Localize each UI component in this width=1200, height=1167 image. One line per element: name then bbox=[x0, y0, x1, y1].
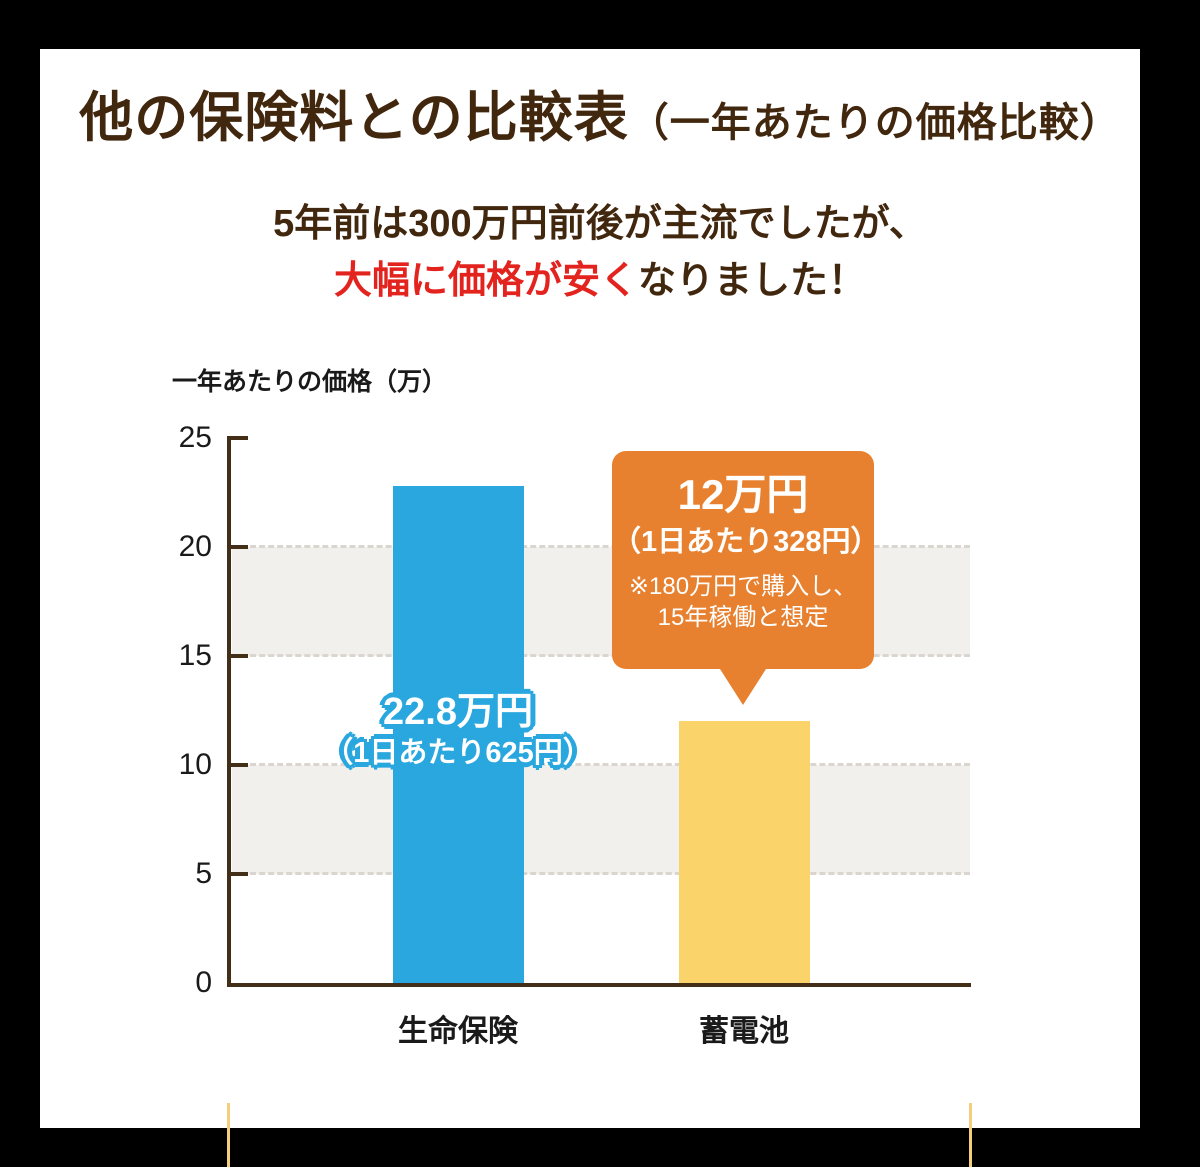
y-tick bbox=[227, 763, 248, 767]
gridline bbox=[232, 763, 970, 766]
callout-value-main: 12万円 bbox=[677, 471, 809, 518]
subtitle-line2-rest: なりました！ bbox=[638, 260, 867, 302]
callout-pointer-arrow-icon bbox=[720, 669, 766, 705]
y-tick-label: 5 bbox=[195, 857, 212, 890]
y-tick bbox=[227, 545, 248, 549]
bar-蓄電池 bbox=[678, 721, 810, 983]
bar-value-perday: （1日あたり625円） bbox=[324, 737, 592, 769]
gridline bbox=[232, 545, 970, 548]
y-tick-label: 10 bbox=[178, 748, 212, 781]
y-tick-label: 20 bbox=[178, 530, 212, 563]
y-axis-line bbox=[227, 436, 231, 987]
bar-value-label-life-insurance: 22.8万円 （1日あたり625円） bbox=[238, 690, 678, 772]
grid-band bbox=[232, 765, 970, 874]
callout-value-perday: （1日あたり328円） bbox=[612, 526, 880, 558]
category-label-蓄電池: 蓄電池 bbox=[699, 1015, 789, 1048]
title-main-text: 他の保険料との比較表 bbox=[79, 88, 629, 148]
title-paren-text: （一年あたりの価格比較） bbox=[628, 101, 1121, 145]
y-tick bbox=[227, 654, 248, 658]
bar-生命保険 bbox=[392, 485, 524, 983]
subtitle: 5年前は300万円前後が主流でしたが、大幅に価格が安くなりました！ bbox=[0, 196, 1200, 310]
callout-note: ※180万円で購入し、 15年稼働と想定 bbox=[628, 573, 858, 631]
y-tick-label: 0 bbox=[195, 966, 212, 999]
x-axis-line bbox=[227, 983, 971, 987]
gridline bbox=[232, 654, 970, 657]
y-tick bbox=[227, 436, 248, 440]
gridline bbox=[232, 872, 970, 875]
category-label-生命保険: 生命保険 bbox=[398, 1015, 518, 1048]
y-tick bbox=[227, 872, 248, 876]
y-tick-label: 15 bbox=[178, 639, 212, 672]
bar-value-main: 22.8万円 bbox=[383, 691, 533, 733]
subtitle-highlight: 大幅に価格が安く bbox=[333, 260, 638, 302]
y-tick-label: 25 bbox=[178, 421, 212, 454]
y-axis-title: 一年あたりの価格（万） bbox=[172, 368, 448, 396]
callout-battery: 12万円 （1日あたり328円） ※180万円で購入し、 15年稼働と想定 bbox=[612, 451, 880, 705]
decorative-gold-line-left bbox=[227, 1103, 230, 1167]
decorative-gold-line-right bbox=[969, 1103, 972, 1167]
page-title: 他の保険料との比較表（一年あたりの価格比較） bbox=[0, 86, 1200, 157]
subtitle-line1: 5年前は300万円前後が主流でしたが、 bbox=[273, 203, 927, 245]
